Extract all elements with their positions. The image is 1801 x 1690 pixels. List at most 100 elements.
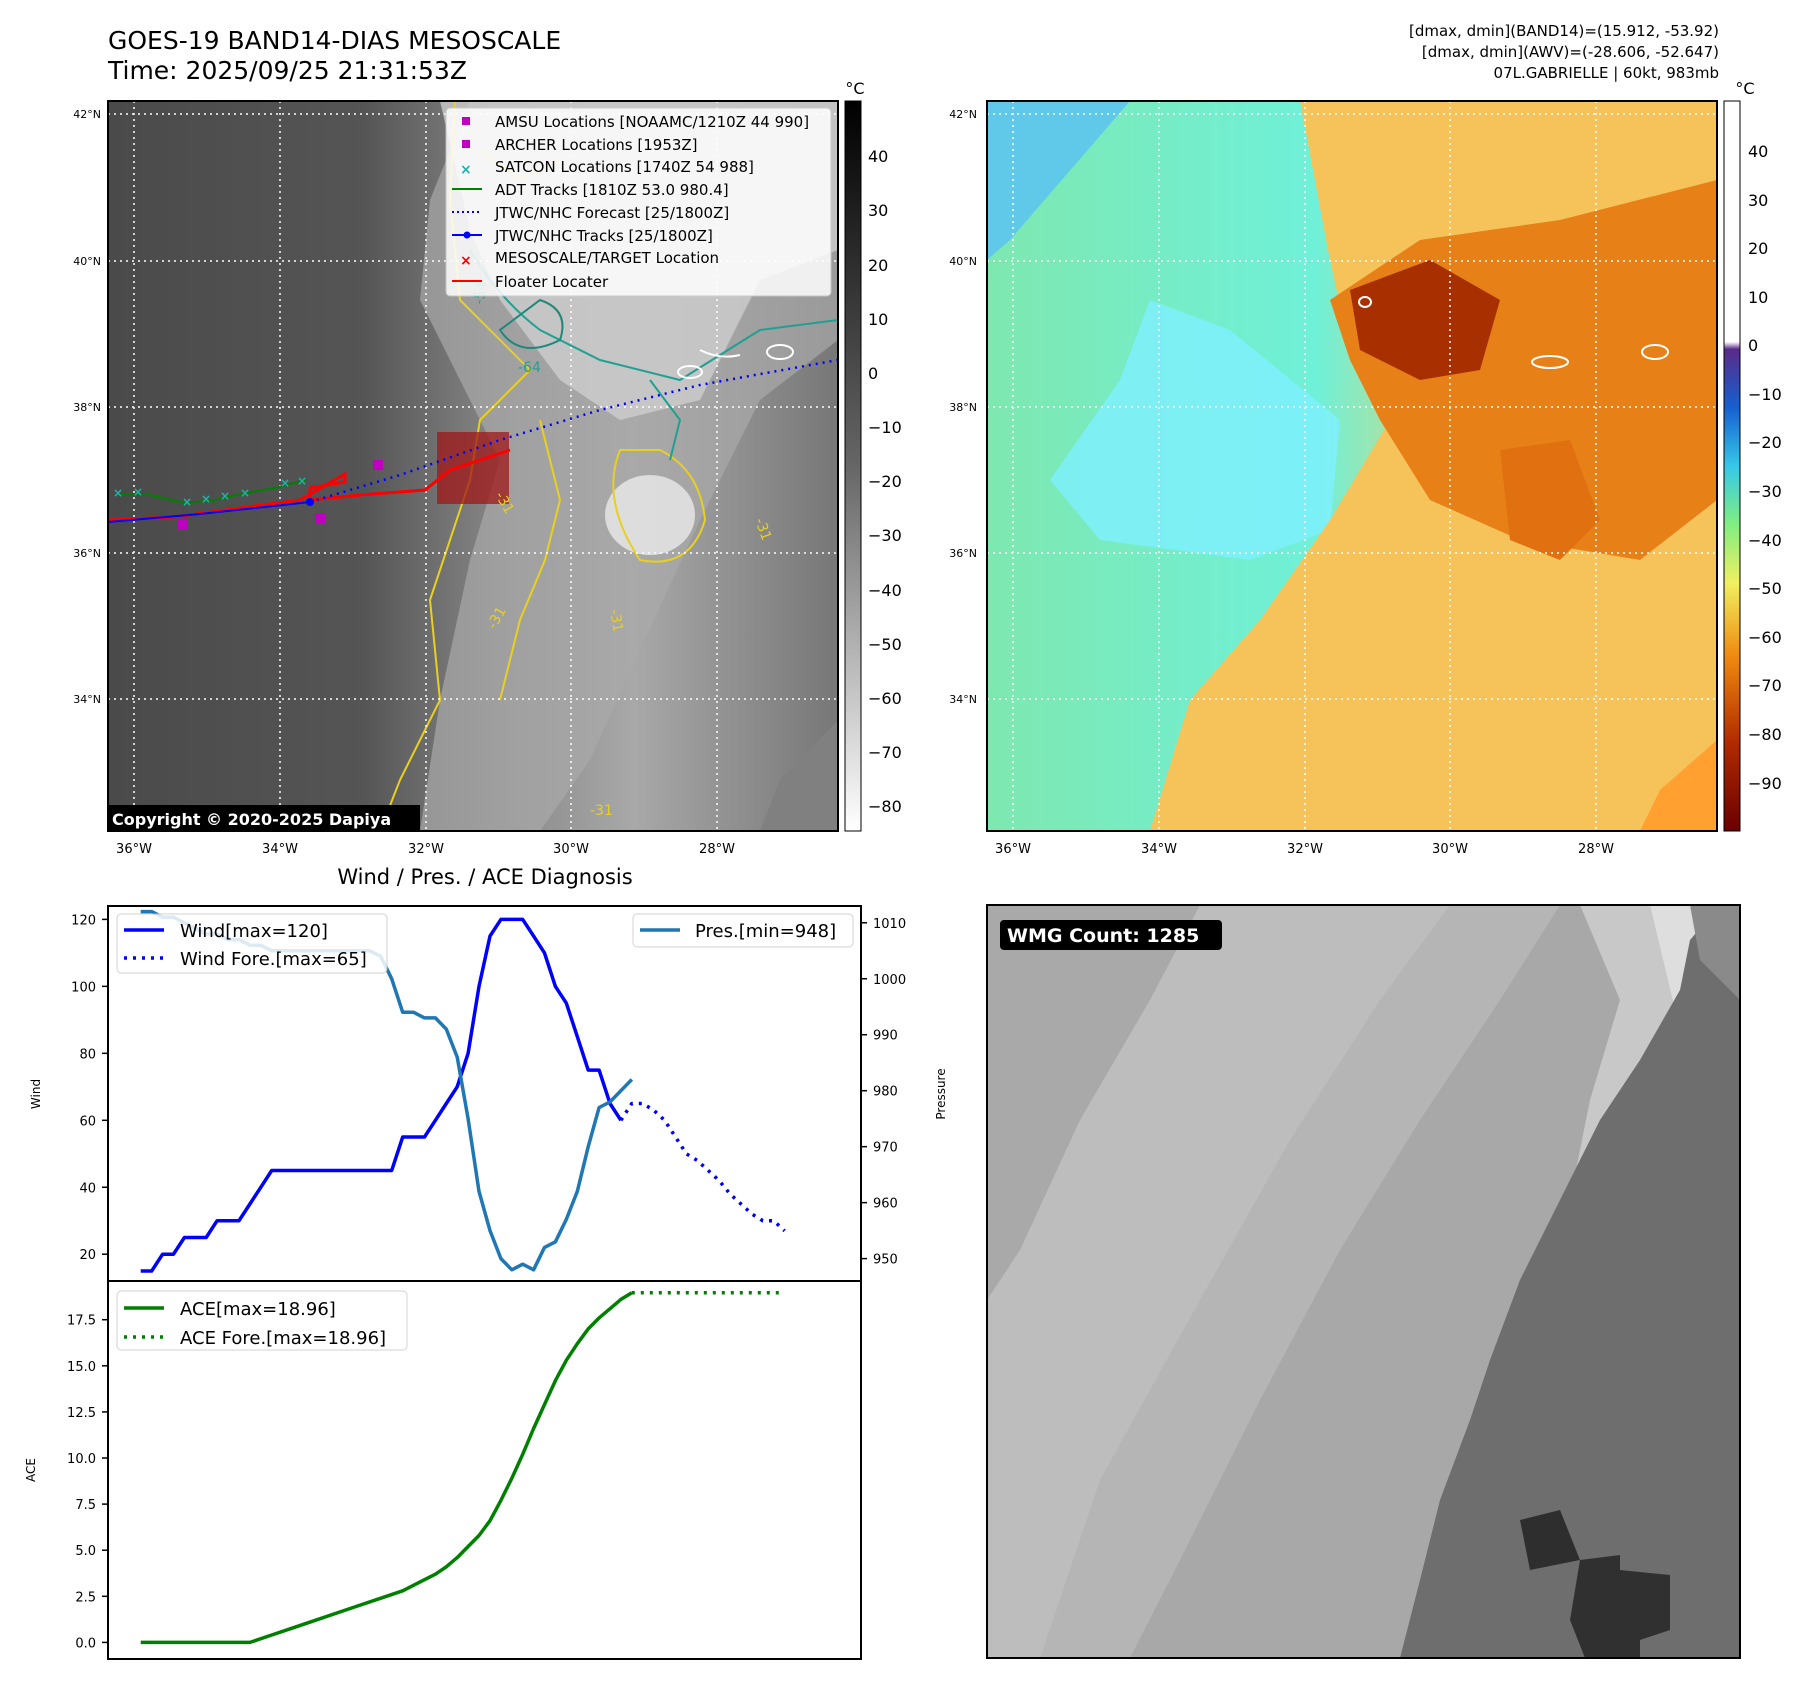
wv-tick: 10 <box>1748 288 1768 307</box>
lon-label: 34°W <box>262 842 298 857</box>
pressure-tick-label: 1000 <box>873 973 906 988</box>
lat-label: 34°N <box>949 693 977 706</box>
ir-tick: −30 <box>868 526 902 545</box>
svg-text:×: × <box>280 476 290 490</box>
legend-swatch-archer <box>462 140 470 148</box>
wv-tick: 20 <box>1748 239 1768 258</box>
lon-label: 32°W <box>1287 842 1323 857</box>
wv-tick: 40 <box>1748 142 1768 161</box>
wv-tick: −50 <box>1748 579 1782 598</box>
wind-tick-label: 120 <box>71 913 96 928</box>
legend-swatch-satcon: × <box>460 162 472 178</box>
wv-tick: −70 <box>1748 676 1782 695</box>
ir-tick: 40 <box>868 147 888 166</box>
legend-tracks: JTWC/NHC Tracks [25/1800Z] <box>494 227 713 245</box>
svg-text:×: × <box>297 474 307 488</box>
pressure-tick-label: 950 <box>873 1253 898 1268</box>
series-ace <box>140 1291 633 1645</box>
lon-label: 36°W <box>116 842 152 857</box>
svg-text:×: × <box>182 495 192 509</box>
mesoscale-target-box <box>437 432 509 504</box>
ir-colorbar-unit: °C <box>845 79 864 98</box>
ir-tick: −70 <box>868 743 902 762</box>
legend-target: MESOSCALE/TARGET Location <box>495 249 719 267</box>
pressure-legend: Pres.[min=948] <box>632 913 854 948</box>
wind-tick-label: 40 <box>79 1181 96 1196</box>
pressure-tick-label: 960 <box>873 1197 898 1212</box>
ir-tick: −10 <box>868 418 902 437</box>
series-wind <box>140 917 623 1273</box>
lon-label: 30°W <box>553 842 589 857</box>
ace-tick-label: 5.0 <box>75 1544 96 1559</box>
wmg-count: WMG Count: 1285 <box>1007 925 1199 947</box>
wind-axis-label: Wind <box>29 1079 43 1109</box>
legend-wind-fore: Wind Fore.[max=65] <box>180 949 367 970</box>
ace-series <box>140 1291 785 1645</box>
ir-colorbar: °C 40 30 20 10 0 −10 −20 −30 −40 −50 −60… <box>844 79 902 832</box>
wind-axis-ticks: 20 40 60 80 100 120 <box>71 913 108 1263</box>
pressure-tick-label: 1010 <box>873 917 906 932</box>
svg-text:×: × <box>133 485 143 499</box>
legend-satcon: SATCON Locations [1740Z 54 988] <box>495 158 754 176</box>
lat-label: 38°N <box>73 401 101 414</box>
wv-colorbar: °C 40 30 20 10 0 −10 −20 −30 −40 −50 −60… <box>1723 79 1782 832</box>
contour-label: -64 <box>518 360 541 376</box>
wind-tick-label: 80 <box>79 1047 96 1062</box>
amsu-marker <box>178 520 188 530</box>
satcon-markers: × × × × × × × × <box>113 474 307 509</box>
contour-label: -31 <box>590 803 613 819</box>
awv-range: [dmax, dmin](AWV)=(-28.606, -52.647) <box>1421 43 1719 61</box>
ir-tick: 10 <box>868 310 888 329</box>
copyright: Copyright © 2020-2025 Dapiya <box>112 810 391 829</box>
lat-label: 40°N <box>73 255 101 268</box>
legend-archer: ARCHER Locations [1953Z] <box>495 136 698 154</box>
pressure-axis-label: Pressure <box>934 1068 948 1119</box>
legend-amsu: AMSU Locations [NOAAMC/1210Z 44 990] <box>495 113 809 131</box>
legend-adt: ADT Tracks [1810Z 53.0 980.4] <box>495 181 729 199</box>
legend-floater: Floater Locater <box>495 273 609 291</box>
ir-tick: −50 <box>868 635 902 654</box>
ir-tick: 0 <box>868 364 878 383</box>
ir-tick: 30 <box>868 201 888 220</box>
legend-swatch-amsu <box>462 117 470 125</box>
ace-tick-label: 0.0 <box>75 1636 96 1651</box>
ir-tick: 20 <box>868 256 888 275</box>
ace-tick-label: 17.5 <box>67 1314 96 1329</box>
pressure-tick-label: 970 <box>873 1141 898 1156</box>
jtwc-track <box>108 501 311 523</box>
lon-label: 28°W <box>699 842 735 857</box>
lat-label: 38°N <box>949 401 977 414</box>
figure-time: Time: 2025/09/25 21:31:53Z <box>108 56 467 85</box>
svg-text:×: × <box>113 486 123 500</box>
map-legend: AMSU Locations [NOAAMC/1210Z 44 990] ARC… <box>445 107 832 297</box>
wv-tick: −30 <box>1748 482 1782 501</box>
lat-label: 34°N <box>73 693 101 706</box>
ace-tick-label: 15.0 <box>67 1360 96 1375</box>
wv-tick: −40 <box>1748 531 1782 550</box>
pressure-tick-label: 980 <box>873 1085 898 1100</box>
legend-ace: ACE[max=18.96] <box>180 1299 336 1320</box>
ir-map: ××× ××× ×× -54 -64 -31 -31 -31 -31 -31 C… <box>73 100 839 857</box>
wv-tick: 0 <box>1748 336 1758 355</box>
ace-tick-label: 2.5 <box>75 1590 96 1605</box>
contour-label: -31 <box>606 608 626 633</box>
wind-tick-label: 20 <box>79 1248 96 1263</box>
wv-tick: 30 <box>1748 191 1768 210</box>
lon-label: 34°W <box>1141 842 1177 857</box>
ir-tick: −40 <box>868 581 902 600</box>
lat-label: 40°N <box>949 255 977 268</box>
wmg-count-badge <box>1000 920 1222 950</box>
svg-text:×: × <box>220 489 230 503</box>
archer-marker <box>315 513 325 523</box>
wv-tick: −80 <box>1748 725 1782 744</box>
legend-ace-fore: ACE Fore.[max=18.96] <box>180 1328 386 1349</box>
figure-title: GOES-19 BAND14-DIAS MESOSCALE <box>108 26 562 55</box>
svg-text:×: × <box>240 486 250 500</box>
floater-track <box>108 448 511 522</box>
adt-track <box>120 479 306 505</box>
wv-tick: −60 <box>1748 628 1782 647</box>
ace-legend: ACE[max=18.96] ACE Fore.[max=18.96] <box>116 1290 408 1351</box>
ace-tick-label: 10.0 <box>67 1452 96 1467</box>
ace-tick-label: 7.5 <box>75 1498 96 1513</box>
legend-swatch-target: × <box>460 253 472 269</box>
